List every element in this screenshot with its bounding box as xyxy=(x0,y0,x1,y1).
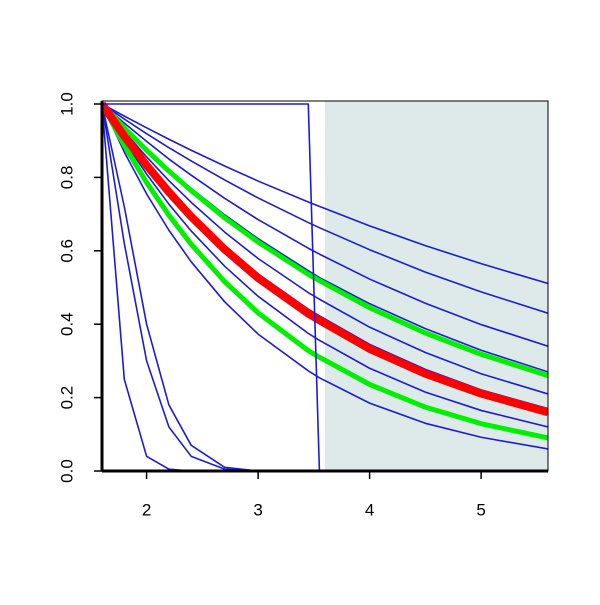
y-tick-label: 0.6 xyxy=(57,239,76,263)
line-series xyxy=(102,103,548,428)
line-series xyxy=(102,103,548,395)
y-tick-label: 0.0 xyxy=(57,459,76,483)
line-series xyxy=(102,103,548,450)
y-tick-label: 1.0 xyxy=(57,92,76,116)
x-tick-label: 5 xyxy=(476,500,485,519)
line-series xyxy=(102,103,548,471)
y-tick-label: 0.8 xyxy=(57,166,76,190)
line-series xyxy=(102,103,548,471)
line-series xyxy=(102,103,548,471)
x-tick-label: 4 xyxy=(365,500,374,519)
line-series xyxy=(102,103,548,471)
x-tick-label: 3 xyxy=(253,500,262,519)
line-series xyxy=(102,102,548,441)
shaded-region xyxy=(325,101,548,471)
line-series xyxy=(102,102,548,378)
x-tick-label: 2 xyxy=(142,500,151,519)
y-tick-label: 0.2 xyxy=(57,386,76,410)
line-series xyxy=(102,103,548,314)
y-tick-label: 0.4 xyxy=(57,312,76,336)
line-series xyxy=(102,101,548,417)
line-series xyxy=(102,103,548,347)
line-series xyxy=(102,103,548,285)
